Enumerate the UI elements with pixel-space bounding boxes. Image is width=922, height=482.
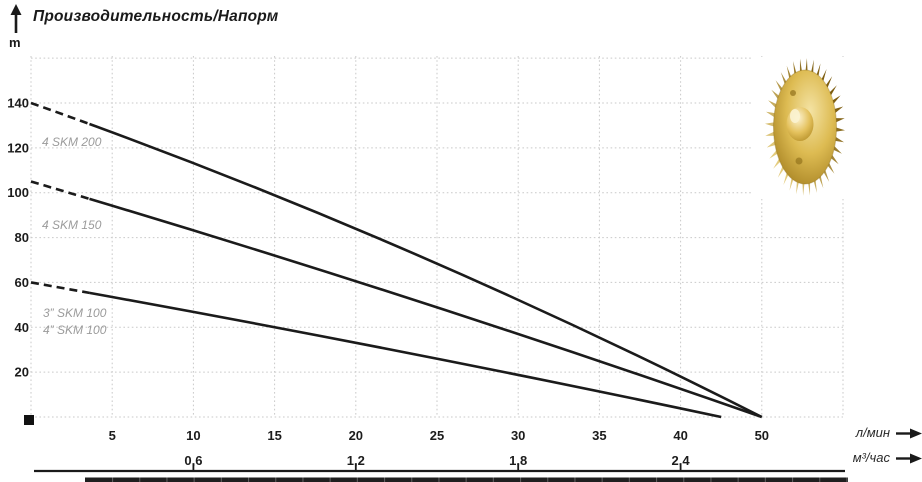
pump-curve bbox=[89, 122, 763, 419]
y-tick-label: 20 bbox=[15, 365, 29, 380]
scale-band-separator bbox=[193, 477, 195, 482]
volume-tick-label: 1,8 bbox=[509, 453, 527, 468]
flow-tick-label: 50 bbox=[755, 428, 769, 443]
scale-band-separator bbox=[819, 477, 821, 482]
flow-axis-arrow-icon bbox=[896, 428, 922, 439]
scale-band-separator bbox=[302, 477, 304, 482]
impeller-tooth bbox=[834, 118, 845, 123]
volume-tick-label: 0,6 bbox=[184, 453, 202, 468]
scale-band-separator bbox=[764, 477, 766, 482]
impeller-tooth bbox=[834, 127, 845, 132]
impeller-tooth bbox=[765, 131, 776, 136]
scale-band-separator bbox=[492, 477, 494, 482]
impeller-tooth bbox=[833, 135, 844, 143]
flow-tick-label: 20 bbox=[349, 428, 363, 443]
volume-axis-unit-label: м³/час bbox=[852, 450, 890, 465]
volume-tick-label: 2,4 bbox=[672, 453, 691, 468]
scale-band-separator bbox=[846, 477, 848, 482]
pump-curve-dashed bbox=[30, 281, 90, 295]
curve-label: 4 SKM 150 bbox=[42, 218, 102, 232]
volume-axis-arrow-icon bbox=[896, 453, 922, 464]
pump-curve-dashed bbox=[30, 180, 90, 201]
impeller-disc-edge bbox=[773, 69, 837, 185]
scale-band-separator bbox=[411, 477, 413, 482]
flow-tick-label: 5 bbox=[109, 428, 116, 443]
impeller-bolt-bottom bbox=[795, 157, 803, 165]
scale-band-separator bbox=[465, 477, 467, 482]
flow-tick-label: 30 bbox=[511, 428, 525, 443]
curve-label: 4 SKM 200 bbox=[42, 135, 102, 149]
scale-band-separator bbox=[710, 477, 712, 482]
y-tick-label: 60 bbox=[15, 275, 29, 290]
y-tick-label: 80 bbox=[15, 230, 29, 245]
scale-band-separator bbox=[139, 477, 141, 482]
y-tick-label: 40 bbox=[15, 320, 29, 335]
flow-axis-unit-label: л/мин bbox=[855, 425, 890, 440]
impeller-image bbox=[765, 58, 845, 196]
bottom-scale-band bbox=[85, 477, 848, 482]
scale-band-separator bbox=[356, 477, 358, 482]
scale-band-separator bbox=[166, 477, 168, 482]
impeller-tooth bbox=[766, 111, 777, 119]
flow-tick-label: 10 bbox=[186, 428, 200, 443]
volume-tick-label: 1,2 bbox=[347, 453, 365, 468]
impeller-hub-highlight bbox=[790, 109, 800, 123]
pump-curve bbox=[89, 291, 722, 419]
pump-curve-dashed bbox=[30, 101, 90, 126]
scale-band-separator bbox=[656, 477, 658, 482]
scale-band-separator bbox=[248, 477, 250, 482]
scale-band-separator bbox=[547, 477, 549, 482]
scale-band-separator bbox=[220, 477, 222, 482]
curve-label: 4” SKM 100 bbox=[43, 323, 107, 337]
scale-band-separator bbox=[792, 477, 794, 482]
scale-band-separator bbox=[683, 477, 685, 482]
flow-tick-label: 40 bbox=[673, 428, 687, 443]
y-axis-arrow-icon bbox=[10, 4, 22, 33]
scale-band-separator bbox=[520, 477, 522, 482]
origin-marker bbox=[24, 415, 34, 425]
flow-tick-label: 15 bbox=[267, 428, 281, 443]
pump-curve bbox=[89, 197, 763, 419]
curve-label: 3” SKM 100 bbox=[43, 306, 107, 320]
flow-tick-label: 25 bbox=[430, 428, 444, 443]
chart-title: Производительность/Напорм bbox=[33, 8, 279, 25]
y-tick-label: 100 bbox=[7, 185, 29, 200]
flow-tick-label: 35 bbox=[592, 428, 606, 443]
scale-band-separator bbox=[384, 477, 386, 482]
impeller-hub bbox=[786, 107, 814, 141]
scale-band-separator bbox=[329, 477, 331, 482]
scale-band-separator bbox=[275, 477, 277, 482]
y-tick-label: 120 bbox=[7, 140, 29, 155]
scale-band-separator bbox=[438, 477, 440, 482]
impeller-tooth bbox=[765, 122, 776, 127]
scale-band-separator bbox=[112, 477, 114, 482]
scale-band-separator bbox=[601, 477, 603, 482]
scale-band-separator bbox=[737, 477, 739, 482]
scale-band-separator bbox=[574, 477, 576, 482]
y-axis-unit-label: m bbox=[9, 35, 21, 50]
scale-band-separator bbox=[628, 477, 630, 482]
y-tick-label: 140 bbox=[7, 96, 29, 111]
impeller-bolt-top bbox=[790, 90, 796, 96]
